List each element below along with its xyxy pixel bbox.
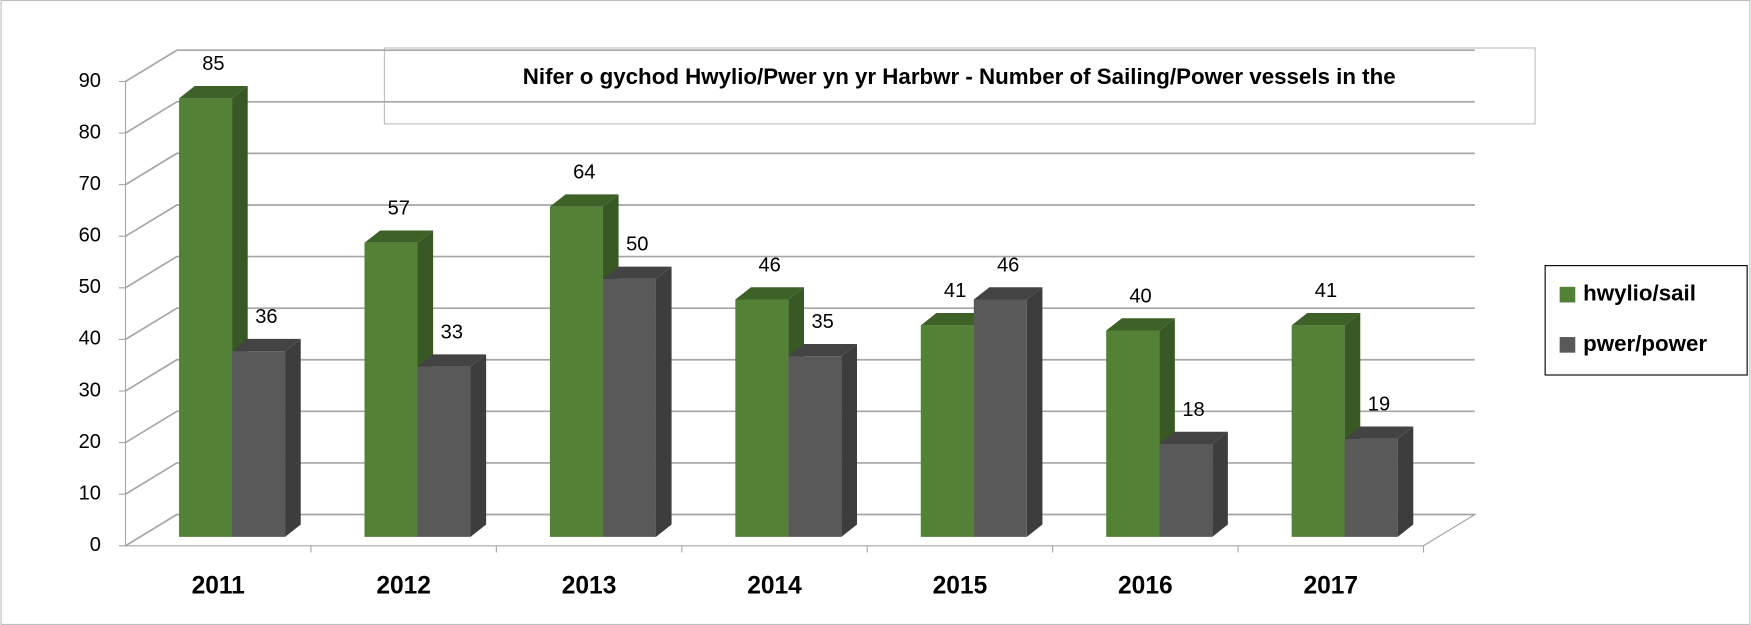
- data-label: 50: [626, 234, 648, 256]
- data-label: 35: [812, 311, 834, 333]
- y-tick-label: 50: [79, 276, 101, 298]
- bar: [602, 266, 672, 537]
- x-tick-label: 2015: [933, 573, 988, 600]
- bar-top: [1344, 426, 1414, 439]
- title-box: [383, 47, 1536, 125]
- x-tick-label: 2016: [1118, 573, 1173, 600]
- bar: [232, 338, 301, 537]
- bar-top: [364, 230, 434, 243]
- data-label: 46: [759, 254, 781, 276]
- bar-side: [470, 354, 487, 537]
- bar-front: [179, 98, 233, 537]
- bar-front: [417, 366, 471, 537]
- bar-top: [1159, 431, 1228, 444]
- bar-front: [788, 356, 842, 537]
- data-label: 85: [202, 53, 224, 75]
- y-tick-label: 60: [79, 225, 101, 247]
- bar-front: [364, 242, 418, 537]
- chart-title: Nifer o gychod Hwylio/Pwer yn yr Harbwr …: [523, 64, 1396, 89]
- y-tick-label: 80: [79, 121, 101, 143]
- data-label: 46: [997, 254, 1019, 276]
- y-tick-label: 70: [79, 173, 101, 195]
- bar: [973, 287, 1043, 537]
- bar-front: [232, 351, 286, 537]
- x-tick-label: 2011: [192, 573, 245, 600]
- y-tick-label: 90: [79, 70, 101, 92]
- data-label: 33: [441, 321, 463, 343]
- grid-line: [125, 100, 1475, 134]
- data-label: 18: [1182, 399, 1204, 421]
- y-tick-label: 0: [90, 534, 101, 556]
- bar-front: [1291, 325, 1345, 537]
- data-label: 57: [388, 198, 410, 220]
- bar-top: [788, 343, 858, 357]
- bar-top: [1291, 313, 1361, 326]
- bar-top: [232, 338, 301, 352]
- legend-box: [1544, 265, 1748, 376]
- x-tick-label: 2017: [1303, 573, 1358, 600]
- bar-side: [1212, 431, 1228, 537]
- y-tick-label: 10: [79, 482, 101, 504]
- data-label: 40: [1129, 285, 1151, 307]
- data-label: 19: [1368, 394, 1390, 416]
- bar-top: [920, 313, 990, 326]
- bar-top: [1106, 318, 1175, 331]
- bar-top: [549, 194, 619, 207]
- y-tick-label: 30: [79, 379, 101, 401]
- bar-top: [735, 287, 804, 300]
- bar-side: [1026, 287, 1043, 537]
- grid-line: [125, 255, 1475, 289]
- x-tick-label: 2014: [747, 573, 802, 600]
- bar-front: [1159, 443, 1213, 537]
- data-label: 36: [255, 306, 277, 328]
- bar-side: [1397, 426, 1414, 537]
- legend-label: hwylio/sail: [1583, 281, 1696, 306]
- bar: [1159, 431, 1228, 537]
- bar-front: [549, 206, 603, 537]
- bar-top: [602, 266, 672, 279]
- grid-line: [125, 49, 1475, 83]
- y-tick-label: 40: [79, 328, 101, 350]
- bar-side: [655, 266, 672, 537]
- grid-line: [125, 152, 1475, 186]
- bar-front: [973, 299, 1027, 537]
- bar-front: [602, 278, 656, 537]
- bar: [417, 354, 487, 537]
- bar-front: [735, 299, 789, 537]
- bar-side: [841, 343, 858, 537]
- bar: [1344, 426, 1414, 537]
- legend-label: pwer/power: [1583, 331, 1707, 356]
- data-label: 41: [1315, 280, 1337, 302]
- data-label: 64: [573, 161, 595, 183]
- bar: [788, 343, 858, 537]
- bar-side: [285, 338, 301, 537]
- x-tick-label: 2013: [562, 573, 617, 600]
- bar-front: [1106, 330, 1160, 537]
- bar-top: [973, 287, 1043, 300]
- data-label: 41: [944, 280, 966, 302]
- y-tick-label: 20: [79, 431, 101, 453]
- x-tick-label: 2012: [376, 573, 431, 600]
- bar-front: [920, 325, 974, 537]
- bar-front: [1344, 438, 1398, 537]
- bar-top: [179, 86, 248, 99]
- bar-top: [417, 354, 487, 367]
- grid-line: [125, 204, 1475, 237]
- legend-swatch: [1559, 337, 1576, 353]
- legend-swatch: [1559, 286, 1576, 303]
